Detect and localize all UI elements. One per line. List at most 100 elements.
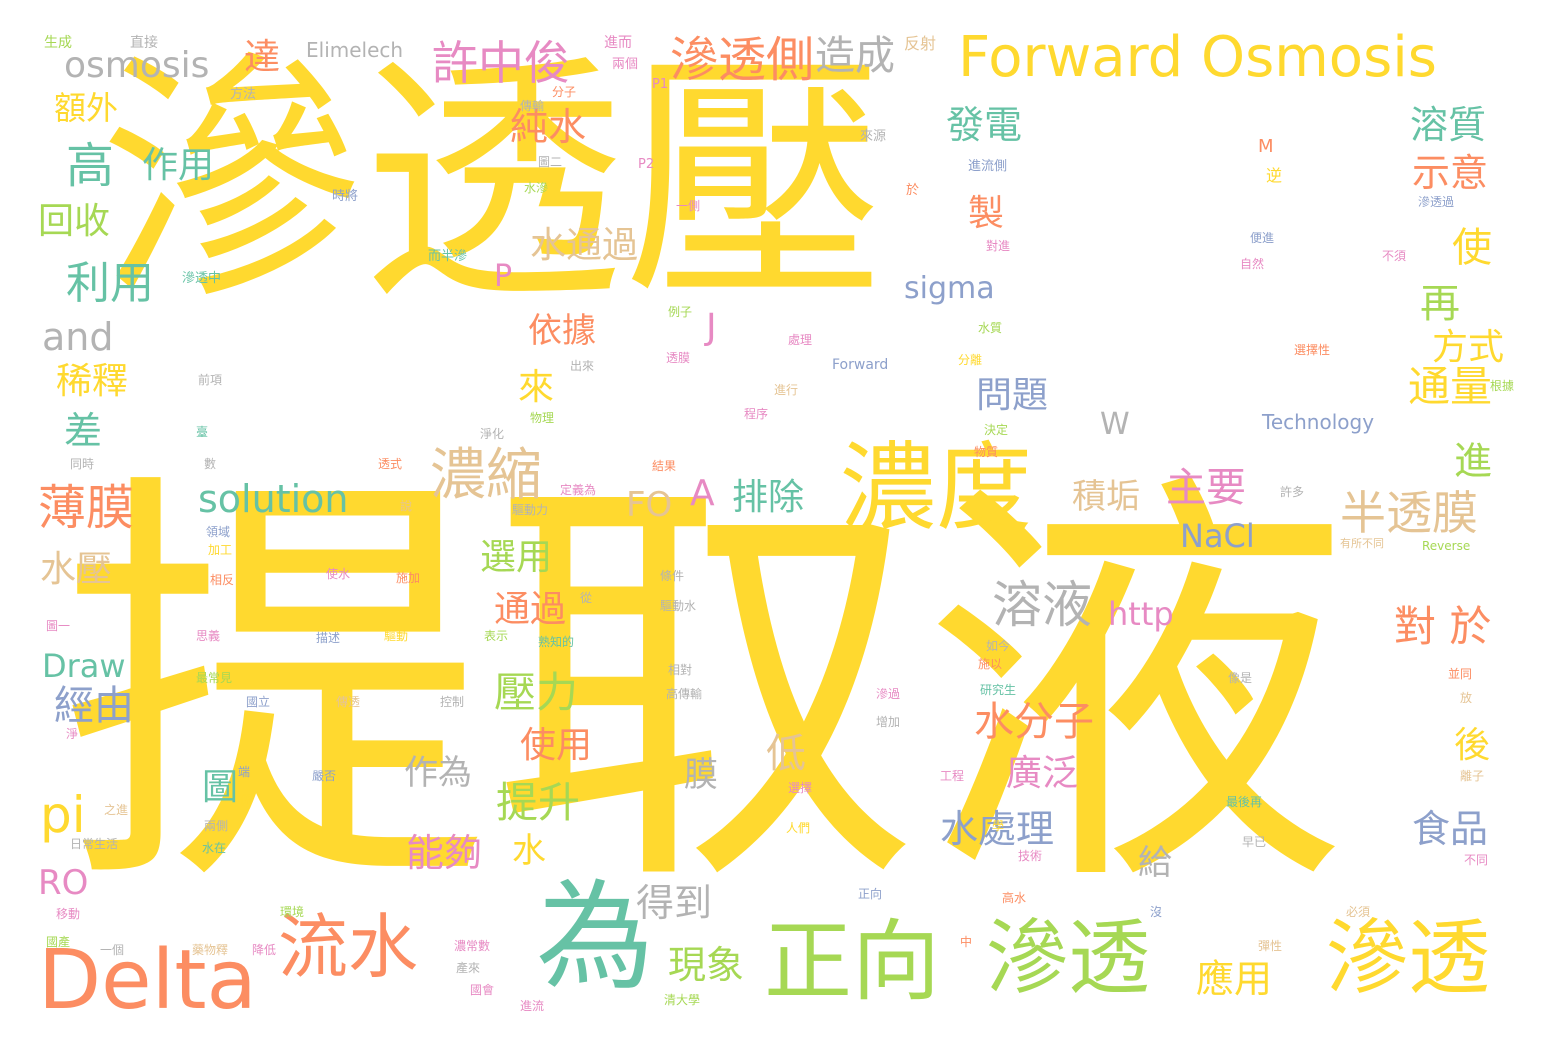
cloud-word: 主要 (1166, 465, 1246, 511)
cloud-word: 時將 (332, 189, 359, 204)
cloud-word: 滲透 (986, 911, 1151, 1006)
cloud-word: 問題 (976, 375, 1049, 416)
cloud-word: 早已 (1242, 835, 1267, 849)
cloud-word: 進流側 (968, 159, 1008, 174)
cloud-word: 滲透側 (670, 32, 815, 88)
cloud-word: 作為 (404, 753, 472, 793)
cloud-word: 國產 (46, 935, 71, 949)
cloud-word: 來 (518, 367, 555, 408)
cloud-word: 水滲 (524, 181, 549, 195)
cloud-word: P2 (638, 157, 655, 172)
cloud-word: 薄膜 (38, 480, 135, 536)
cloud-word: 研究生 (980, 683, 1017, 697)
cloud-word: 描述 (316, 631, 341, 645)
cloud-word: 分子 (552, 85, 577, 99)
cloud-word: 再 (1420, 281, 1460, 327)
cloud-word: 如今 (986, 639, 1011, 653)
cloud-word: Forward (832, 357, 889, 373)
cloud-word: 達 (244, 37, 281, 78)
cloud-word: 條件 (660, 569, 685, 583)
cloud-word: 透膜 (666, 351, 691, 365)
cloud-word: 給 (1138, 843, 1172, 883)
cloud-word: 濃常數 (454, 939, 491, 953)
cloud-word: 得到 (636, 881, 713, 925)
cloud-word: 通量 (1408, 362, 1493, 411)
cloud-word: 人們 (786, 821, 811, 835)
cloud-word: 加工 (208, 543, 233, 557)
cloud-word: 出來 (570, 359, 595, 373)
cloud-word: 係 (240, 793, 253, 807)
cloud-word: 驅動水 (660, 599, 697, 613)
cloud-word: 淨化 (480, 427, 505, 441)
cloud-word: 藥物釋 (192, 943, 229, 957)
cloud-word: 施以 (978, 657, 1003, 671)
cloud-word: 水質 (978, 321, 1003, 335)
cloud-word: W (1100, 407, 1130, 442)
cloud-word: 技術 (1018, 849, 1043, 863)
cloud-word: 方法 (230, 87, 257, 102)
cloud-word: 膜 (684, 755, 718, 795)
cloud-word: 製 (968, 193, 1005, 234)
cloud-word: 溶液 (992, 576, 1092, 634)
cloud-word: 後 (1454, 725, 1491, 766)
cloud-word: P1 (652, 77, 669, 92)
cloud-word: 依據 (528, 311, 596, 351)
cloud-word: 思義 (196, 629, 221, 643)
cloud-word: 工程 (940, 769, 965, 783)
cloud-word: 應用 (1196, 957, 1273, 1001)
cloud-word: 純水 (510, 105, 587, 149)
cloud-word: 例子 (668, 305, 693, 319)
cloud-word: 水分子 (974, 699, 1094, 745)
cloud-word: 使用 (520, 725, 593, 766)
cloud-word: 進流 (520, 999, 545, 1013)
cloud-word: 壓力 (494, 668, 579, 717)
cloud-word: 驅動力 (512, 503, 549, 517)
cloud-word: 低 (766, 731, 806, 777)
cloud-word: 差 (64, 409, 103, 453)
cloud-word: 高水 (1002, 891, 1027, 905)
cloud-word: 半透膜 (1340, 486, 1478, 540)
cloud-word: solution (198, 477, 349, 521)
cloud-word: 水 (512, 831, 546, 871)
cloud-word: 相反 (210, 573, 235, 587)
cloud-word: 使 (1452, 225, 1492, 271)
cloud-word: 施加 (396, 571, 421, 585)
cloud-word: 從 (580, 591, 593, 605)
cloud-word: 水壓 (40, 549, 113, 590)
cloud-word: 造成 (815, 33, 895, 79)
cloud-word: 選擇性 (1294, 343, 1331, 357)
cloud-word: 數 (204, 457, 217, 471)
cloud-word: 許中俊 (432, 36, 570, 90)
cloud-word: 嚴否 (312, 769, 337, 783)
cloud-word: 直接 (130, 35, 158, 51)
cloud-word: 物質 (974, 445, 999, 459)
cloud-word: 排除 (732, 477, 805, 518)
cloud-word: 提升 (496, 778, 581, 827)
cloud-word: 經由 (54, 683, 134, 729)
cloud-word: 進 (1454, 439, 1493, 483)
cloud-word: 利用 (66, 258, 154, 309)
cloud-word: 回收 (38, 201, 111, 242)
cloud-word: 水通過 (530, 225, 639, 266)
cloud-word: 臺 (196, 425, 209, 439)
cloud-word: 水在 (202, 841, 227, 855)
cloud-word: 能夠 (406, 831, 483, 875)
cloud-word: 最後再 (1226, 795, 1263, 809)
cloud-word: 而半滲 (428, 249, 468, 264)
cloud-word: 熟知的 (538, 635, 575, 649)
cloud-word: 沒 (1150, 905, 1163, 919)
cloud-word: 廣泛 (1006, 753, 1079, 794)
cloud-word: 發電 (946, 103, 1023, 147)
cloud-word: 根據 (1490, 379, 1515, 393)
cloud-word: osmosis (64, 45, 210, 86)
cloud-word: 決定 (984, 423, 1009, 437)
cloud-word: FO (626, 485, 673, 525)
cloud-word: 滲過 (876, 687, 901, 701)
cloud-word: 進行 (774, 383, 799, 397)
cloud-word: 選擇 (788, 781, 813, 795)
cloud-word: Reverse (1422, 539, 1471, 553)
cloud-word: 水處理 (940, 807, 1055, 851)
cloud-word: 中 (960, 935, 973, 949)
cloud-word: RO (38, 863, 89, 903)
cloud-word: 移動 (56, 907, 81, 921)
